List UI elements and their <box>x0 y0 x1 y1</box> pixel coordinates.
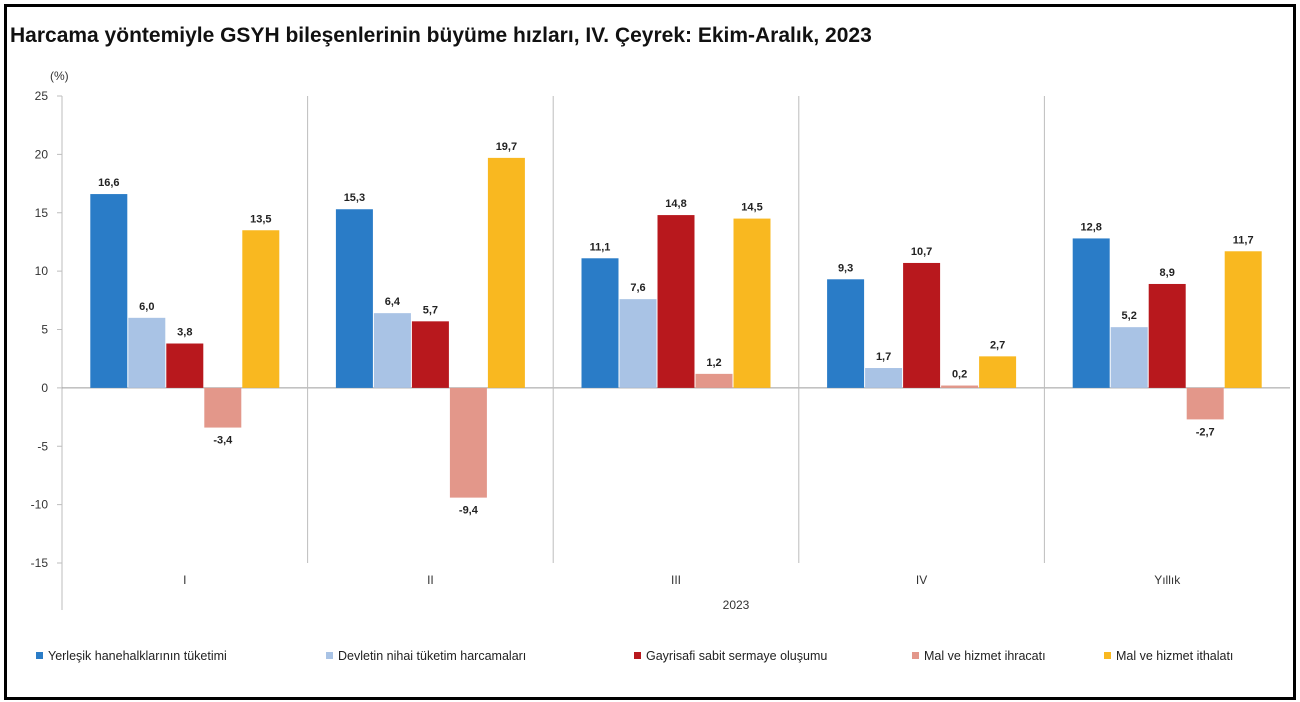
data-label: 14,5 <box>741 202 762 214</box>
data-label: 11,1 <box>590 241 611 253</box>
bar <box>204 387 242 428</box>
y-unit-label: (%) <box>50 69 69 83</box>
y-tick-label: -15 <box>31 556 49 570</box>
x-tick-label: Yıllık <box>1154 573 1181 587</box>
data-label: 5,2 <box>1122 310 1137 322</box>
bar <box>827 279 865 388</box>
bar <box>487 157 525 388</box>
data-label: 16,6 <box>98 177 119 189</box>
bar <box>128 317 166 388</box>
data-label: -9,4 <box>459 505 479 517</box>
bar <box>449 387 487 498</box>
data-label: 7,6 <box>630 282 645 294</box>
bar <box>166 343 204 388</box>
data-label: 6,0 <box>139 301 154 313</box>
y-tick-label: 10 <box>35 264 49 278</box>
legend-label: Yerleşik hanehalklarının tüketimi <box>48 649 227 663</box>
data-label: 8,9 <box>1160 267 1175 279</box>
legend-swatch <box>912 652 919 659</box>
y-tick-label: 15 <box>35 206 49 220</box>
bar <box>941 385 979 388</box>
bar <box>411 321 449 388</box>
data-label: -2,7 <box>1196 426 1215 438</box>
y-tick-label: -10 <box>31 498 49 512</box>
bar <box>733 218 771 388</box>
bar <box>979 356 1017 388</box>
data-label: 0,2 <box>952 369 967 381</box>
x-group-label: 2023 <box>723 598 750 612</box>
data-label: 19,7 <box>496 141 517 153</box>
y-tick-label: 20 <box>35 147 49 161</box>
bar <box>1224 251 1262 388</box>
bar <box>865 368 903 388</box>
bar <box>903 262 941 388</box>
data-label: 10,7 <box>911 246 932 258</box>
x-tick-label: I <box>183 573 186 587</box>
chart-title: Harcama yöntemiyle GSYH bileşenlerinin b… <box>10 24 872 47</box>
data-label: 2,7 <box>990 339 1005 351</box>
bar <box>90 194 128 388</box>
legend-label: Devletin nihai tüketim harcamaları <box>338 649 526 663</box>
y-tick-label: 0 <box>41 381 48 395</box>
data-label: 3,8 <box>177 327 192 339</box>
bar <box>373 313 411 388</box>
data-label: 13,5 <box>250 213 271 225</box>
x-tick-label: III <box>671 573 681 587</box>
bar <box>695 373 733 388</box>
bar <box>1110 327 1148 388</box>
bar <box>657 215 695 388</box>
data-label: 1,7 <box>876 351 891 363</box>
data-label: 9,3 <box>838 262 853 274</box>
y-tick-label: -5 <box>37 439 48 453</box>
legend-label: Gayrisafi sabit sermaye oluşumu <box>646 649 827 663</box>
bar <box>242 230 280 388</box>
bar <box>619 299 657 388</box>
y-tick-label: 5 <box>41 323 48 337</box>
legend-swatch <box>634 652 641 659</box>
data-label: 15,3 <box>344 192 365 204</box>
y-tick-label: 25 <box>35 89 49 103</box>
data-label: 11,7 <box>1233 234 1254 246</box>
bar <box>1186 387 1224 420</box>
legend-swatch <box>36 652 43 659</box>
data-label: 6,4 <box>385 296 401 308</box>
legend-swatch <box>1104 652 1111 659</box>
x-tick-label: IV <box>916 573 927 587</box>
bar <box>335 209 373 388</box>
data-label: 14,8 <box>665 198 686 210</box>
bar <box>581 258 619 388</box>
legend-label: Mal ve hizmet ithalatı <box>1116 649 1233 663</box>
data-label: 1,2 <box>706 357 721 369</box>
data-label: -3,4 <box>213 435 233 447</box>
legend-label: Mal ve hizmet ihracatı <box>924 649 1046 663</box>
bar <box>1072 238 1110 388</box>
x-tick-label: II <box>427 573 434 587</box>
data-label: 5,7 <box>423 304 438 316</box>
legend-swatch <box>326 652 333 659</box>
data-label: 12,8 <box>1080 221 1101 233</box>
bar <box>1148 283 1186 388</box>
